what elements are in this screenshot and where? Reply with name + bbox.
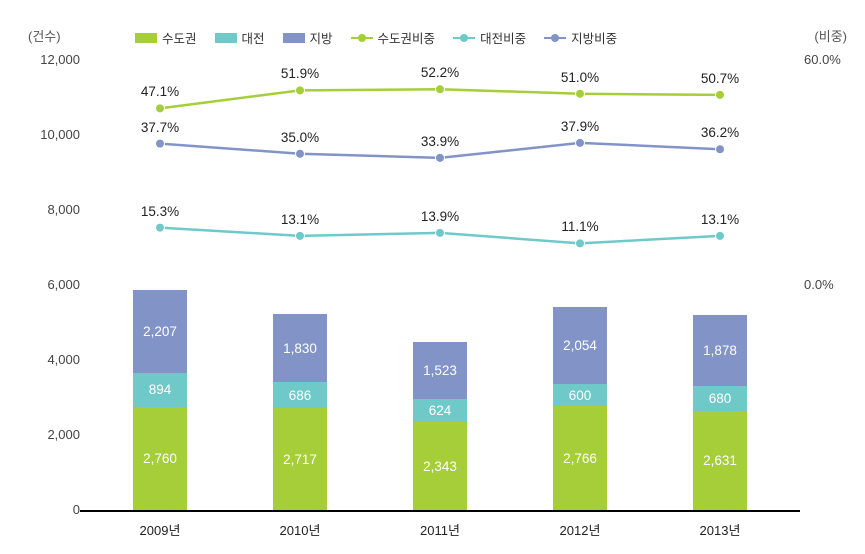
y-right-axis-title: (비중) (814, 26, 847, 45)
line-value-label: 13.1% (701, 212, 739, 227)
bar-segment: 1,523 (413, 342, 466, 399)
line-marker (576, 89, 585, 98)
bar-value-label: 894 (149, 382, 172, 397)
x-tick: 2011년 (420, 520, 460, 539)
legend-swatch-bar (283, 33, 305, 43)
legend-item: 수도권 (135, 28, 197, 47)
x-axis-baseline (80, 510, 800, 512)
bar-segment: 2,766 (553, 406, 606, 510)
y-left-tick: 6,000 (30, 277, 80, 292)
legend-label: 지방 (310, 28, 333, 47)
line-value-label: 13.1% (281, 212, 319, 227)
line-value-label: 37.7% (141, 120, 179, 135)
bar-segment: 2,054 (553, 307, 606, 384)
line-value-label: 47.1% (141, 84, 179, 99)
line-marker (716, 231, 725, 240)
line-value-label: 33.9% (421, 134, 459, 149)
bar-value-label: 600 (569, 388, 592, 403)
line-value-label: 37.9% (561, 119, 599, 134)
bar-segment: 1,830 (273, 314, 326, 383)
legend-swatch-bar (135, 33, 157, 43)
legend-item: 대전비중 (453, 28, 526, 47)
bar-segment: 600 (553, 384, 606, 407)
legend-item: 대전 (215, 28, 265, 47)
bar-segment: 686 (273, 382, 326, 408)
bar-value-label: 624 (429, 403, 452, 418)
legend-label: 대전 (242, 28, 265, 47)
x-tick: 2010년 (280, 520, 321, 539)
legend-label: 대전비중 (480, 28, 526, 47)
bar-value-label: 2,054 (563, 338, 597, 353)
legend: 수도권 대전 지방 수도권비중 대전비중 지방비중 (135, 28, 617, 47)
y-left-tick: 8,000 (30, 202, 80, 217)
x-tick: 2009년 (140, 520, 181, 539)
line-value-label: 35.0% (281, 130, 319, 145)
bar-segment: 2,760 (133, 407, 186, 511)
plot-area: 2,760 894 2,207 2,717 686 1,830 2,343 624 1,523 2… (90, 60, 790, 510)
line-marker (156, 223, 165, 232)
chart-container: (건수) (비중) 수도권 대전 지방 수도권비중 대전비중 지방비중 0 2,000 4,0… (0, 0, 865, 554)
bar-segment: 2,207 (133, 290, 186, 373)
x-tick: 2013년 (700, 520, 741, 539)
y-right-tick: 0.0% (804, 277, 834, 292)
line-value-label: 36.2% (701, 125, 739, 140)
bar-value-label: 1,878 (703, 343, 737, 358)
bar-value-label: 2,631 (703, 453, 737, 468)
y-left-tick: 12,000 (30, 52, 80, 67)
bar-segment: 680 (693, 386, 746, 412)
line-marker (436, 228, 445, 237)
bar-value-label: 2,343 (423, 459, 457, 474)
legend-item: 지방 (283, 28, 333, 47)
line-marker (576, 138, 585, 147)
bar-value-label: 680 (709, 391, 732, 406)
bar-segment: 1,878 (693, 315, 746, 385)
line-value-label: 15.3% (141, 204, 179, 219)
bar-value-label: 2,207 (143, 324, 177, 339)
bar-value-label: 2,760 (143, 451, 177, 466)
bar-value-label: 686 (289, 388, 312, 403)
y-right-tick: 60.0% (804, 52, 841, 67)
legend-swatch-bar (215, 33, 237, 43)
line-value-label: 52.2% (421, 65, 459, 80)
bar-value-label: 1,830 (283, 341, 317, 356)
legend-item: 수도권비중 (351, 28, 436, 47)
y-left-tick: 2,000 (30, 427, 80, 442)
line-marker (576, 239, 585, 248)
legend-label: 수도권비중 (378, 28, 436, 47)
legend-swatch-line (351, 37, 373, 39)
line-marker (716, 145, 725, 154)
y-left-tick: 4,000 (30, 352, 80, 367)
y-left-axis-title: (건수) (28, 26, 61, 45)
line-marker (716, 90, 725, 99)
line-value-label: 51.0% (561, 70, 599, 85)
bar-segment: 2,343 (413, 422, 466, 510)
bar-segment: 894 (133, 373, 186, 407)
y-left-tick: 10,000 (30, 127, 80, 142)
bar-segment: 2,631 (693, 411, 746, 510)
bar-value-label: 2,766 (563, 451, 597, 466)
legend-swatch-line (544, 37, 566, 39)
line-value-label: 11.1% (561, 219, 598, 234)
line-marker (296, 149, 305, 158)
legend-label: 지방비중 (571, 28, 617, 47)
line-value-label: 13.9% (421, 209, 459, 224)
line-marker (296, 231, 305, 240)
line-marker (296, 86, 305, 95)
line-marker (156, 139, 165, 148)
line-value-label: 51.9% (281, 66, 319, 81)
line-marker (436, 85, 445, 94)
legend-label: 수도권 (162, 28, 197, 47)
y-left-tick: 0 (30, 502, 80, 517)
line-value-label: 50.7% (701, 71, 739, 86)
line-marker (156, 104, 165, 113)
bar-segment: 2,717 (273, 408, 326, 510)
bar-value-label: 1,523 (423, 363, 457, 378)
legend-swatch-line (453, 37, 475, 39)
line-marker (436, 153, 445, 162)
x-tick: 2012년 (560, 520, 601, 539)
legend-item: 지방비중 (544, 28, 617, 47)
bar-value-label: 2,717 (283, 452, 317, 467)
bar-segment: 624 (413, 399, 466, 422)
